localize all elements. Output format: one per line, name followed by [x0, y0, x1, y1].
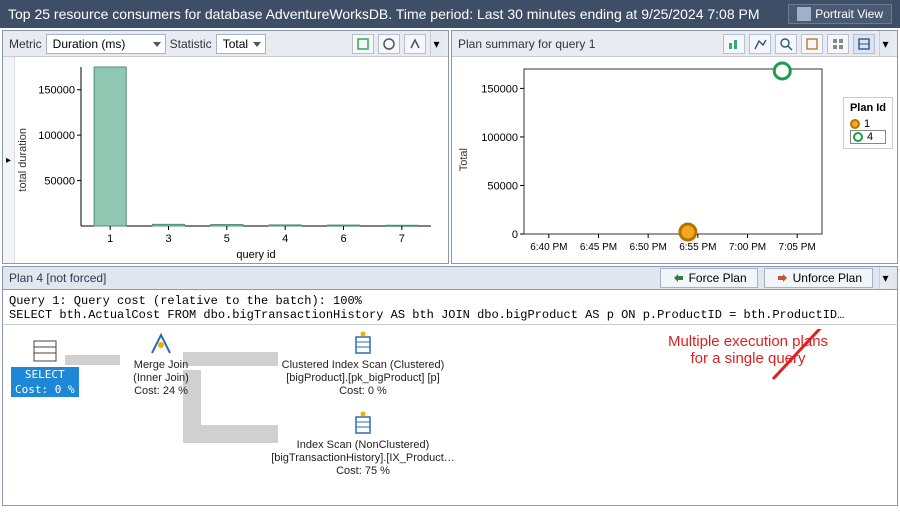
- right-toolbar: Plan summary for query 1 ▾: [452, 31, 897, 57]
- svg-text:100000: 100000: [38, 130, 75, 142]
- execution-plan-canvas[interactable]: SELECT Cost: 0 % Merge Join (Inner Join)…: [2, 324, 898, 506]
- select-title: SELECT: [11, 367, 79, 382]
- statistic-dropdown[interactable]: Total: [216, 34, 266, 54]
- plan-header: Plan 4 [not forced] Force Plan Unforce P…: [2, 266, 898, 290]
- merge-cost: Cost: 24 %: [111, 385, 211, 398]
- svg-text:50000: 50000: [487, 180, 518, 192]
- svg-text:150000: 150000: [38, 85, 75, 97]
- sql-line-2: SELECT bth.ActualCost FROM dbo.bigTransa…: [9, 308, 844, 322]
- legend-item[interactable]: 1: [850, 118, 886, 130]
- plan-summary-panel: Plan summary for query 1 ▾ Total 0 50000 1…: [451, 30, 898, 264]
- metric-dropdown[interactable]: Duration (ms): [46, 34, 166, 54]
- cix-title: Clustered Index Scan (Clustered): [258, 359, 468, 372]
- auto-refresh-icon[interactable]: [378, 34, 400, 54]
- svg-text:6:50 PM: 6:50 PM: [630, 242, 667, 253]
- right-panel-collapse-icon[interactable]: ▾: [879, 31, 891, 56]
- scatter-chart-body: Total 0 50000 100000 150000 6:40 PM 6:45 PM 6:…: [452, 57, 897, 263]
- merge-join-icon: [146, 331, 176, 357]
- cix-sub: [bigProduct].[pk_bigProduct] [p]: [258, 372, 468, 385]
- svg-text:3: 3: [165, 233, 171, 245]
- svg-text:7: 7: [399, 233, 405, 245]
- svg-text:5: 5: [224, 233, 230, 245]
- clustered-index-scan-icon: [348, 331, 378, 357]
- statistic-dropdown-value: Total: [223, 37, 248, 51]
- metric-label: Metric: [9, 37, 42, 51]
- metric-dropdown-value: Duration (ms): [53, 37, 126, 51]
- select-cost: Cost: 0 %: [11, 382, 79, 397]
- plan-summary-title: Plan summary for query 1: [458, 37, 595, 51]
- force-plan-label: Force Plan: [689, 271, 747, 285]
- index-scan-icon: [348, 411, 378, 437]
- annotation-text: Multiple execution plans for a single qu…: [623, 333, 873, 367]
- ix-sub: [bigTransactionHistory].[IX_Product…: [253, 452, 473, 465]
- plan-label: Plan 4 [not forced]: [9, 271, 654, 285]
- highlight-icon[interactable]: [801, 34, 823, 54]
- title-text: Top 25 resource consumers for database A…: [8, 6, 760, 22]
- zoom-icon[interactable]: [775, 34, 797, 54]
- svg-text:6:45 PM: 6:45 PM: [580, 242, 617, 253]
- top-panels: Metric Duration (ms) Statistic Total ▾ ▸…: [0, 28, 900, 266]
- chart-type-icon[interactable]: [723, 34, 745, 54]
- legend-title: Plan Id: [850, 102, 886, 114]
- plan-node-clustered-index-scan[interactable]: Clustered Index Scan (Clustered) [bigPro…: [258, 331, 468, 399]
- refresh-icon[interactable]: [352, 34, 374, 54]
- svg-text:7:05 PM: 7:05 PM: [779, 242, 816, 253]
- ix-cost: Cost: 75 %: [253, 465, 473, 478]
- bar-y-axis-label: total duration: [15, 128, 31, 192]
- force-plan-icon: [671, 271, 685, 285]
- scatter-chart-svg: 0 50000 100000 150000 6:40 PM 6:45 PM 6:50 PM 6…: [472, 57, 832, 262]
- left-expand-icon[interactable]: ▸: [3, 57, 15, 263]
- grid-icon[interactable]: [827, 34, 849, 54]
- merge-title: Merge Join: [111, 359, 211, 372]
- scatter-chart-area: 0 50000 100000 150000 6:40 PM 6:45 PM 6:50 PM 6…: [472, 57, 897, 263]
- unforce-plan-icon: [775, 271, 789, 285]
- plan-panel-collapse-icon[interactable]: ▾: [879, 267, 891, 289]
- force-plan-button[interactable]: Force Plan: [660, 268, 758, 288]
- svg-text:6:40 PM: 6:40 PM: [530, 242, 567, 253]
- statistic-label: Statistic: [170, 37, 212, 51]
- plan-node-select[interactable]: SELECT Cost: 0 %: [11, 339, 79, 397]
- resource-consumers-panel: Metric Duration (ms) Statistic Total ▾ ▸…: [2, 30, 449, 264]
- svg-text:100000: 100000: [481, 132, 518, 144]
- left-toolbar: Metric Duration (ms) Statistic Total ▾: [3, 31, 448, 57]
- title-bar: Top 25 resource consumers for database A…: [0, 0, 900, 28]
- svg-text:query id: query id: [236, 249, 275, 261]
- compare-icon[interactable]: [749, 34, 771, 54]
- settings-icon[interactable]: [404, 34, 426, 54]
- svg-text:150000: 150000: [481, 83, 518, 95]
- svg-text:6: 6: [340, 233, 346, 245]
- detail-icon[interactable]: [853, 34, 875, 54]
- svg-text:50000: 50000: [44, 176, 75, 188]
- svg-text:1: 1: [107, 233, 113, 245]
- bar-chart-svg: 50000 100000 150000 1 3 5 4 6 7 query id: [31, 57, 441, 262]
- plan-node-merge-join[interactable]: Merge Join (Inner Join) Cost: 24 %: [111, 331, 211, 399]
- legend-item[interactable]: 4: [850, 130, 886, 144]
- sql-line-1: Query 1: Query cost (relative to the bat…: [9, 294, 362, 308]
- svg-text:0: 0: [512, 229, 518, 241]
- unforce-plan-label: Unforce Plan: [793, 271, 862, 285]
- select-icon: [30, 339, 60, 365]
- portrait-view-button[interactable]: Portrait View: [788, 4, 892, 24]
- merge-sub: (Inner Join): [111, 372, 211, 385]
- bar-chart-area: 50000 100000 150000 1 3 5 4 6 7 query id: [31, 57, 448, 263]
- plan-id-legend: Plan Id 14: [843, 97, 893, 149]
- svg-text:7:00 PM: 7:00 PM: [729, 242, 766, 253]
- portrait-view-label: Portrait View: [815, 7, 883, 21]
- scatter-y-axis-label: Total: [456, 148, 472, 171]
- ix-title: Index Scan (NonClustered): [253, 439, 473, 452]
- cix-cost: Cost: 0 %: [258, 385, 468, 398]
- portrait-icon: [797, 7, 811, 21]
- unforce-plan-button[interactable]: Unforce Plan: [764, 268, 873, 288]
- plan-node-index-scan[interactable]: Index Scan (NonClustered) [bigTransactio…: [253, 411, 473, 479]
- svg-text:4: 4: [282, 233, 288, 245]
- bar-chart-body: ▸ total duration 50000 100000 150000 1 3 5 4 6 7…: [3, 57, 448, 263]
- svg-text:6:55 PM: 6:55 PM: [679, 242, 716, 253]
- sql-text-box: Query 1: Query cost (relative to the bat…: [2, 290, 898, 324]
- left-panel-collapse-icon[interactable]: ▾: [430, 31, 442, 56]
